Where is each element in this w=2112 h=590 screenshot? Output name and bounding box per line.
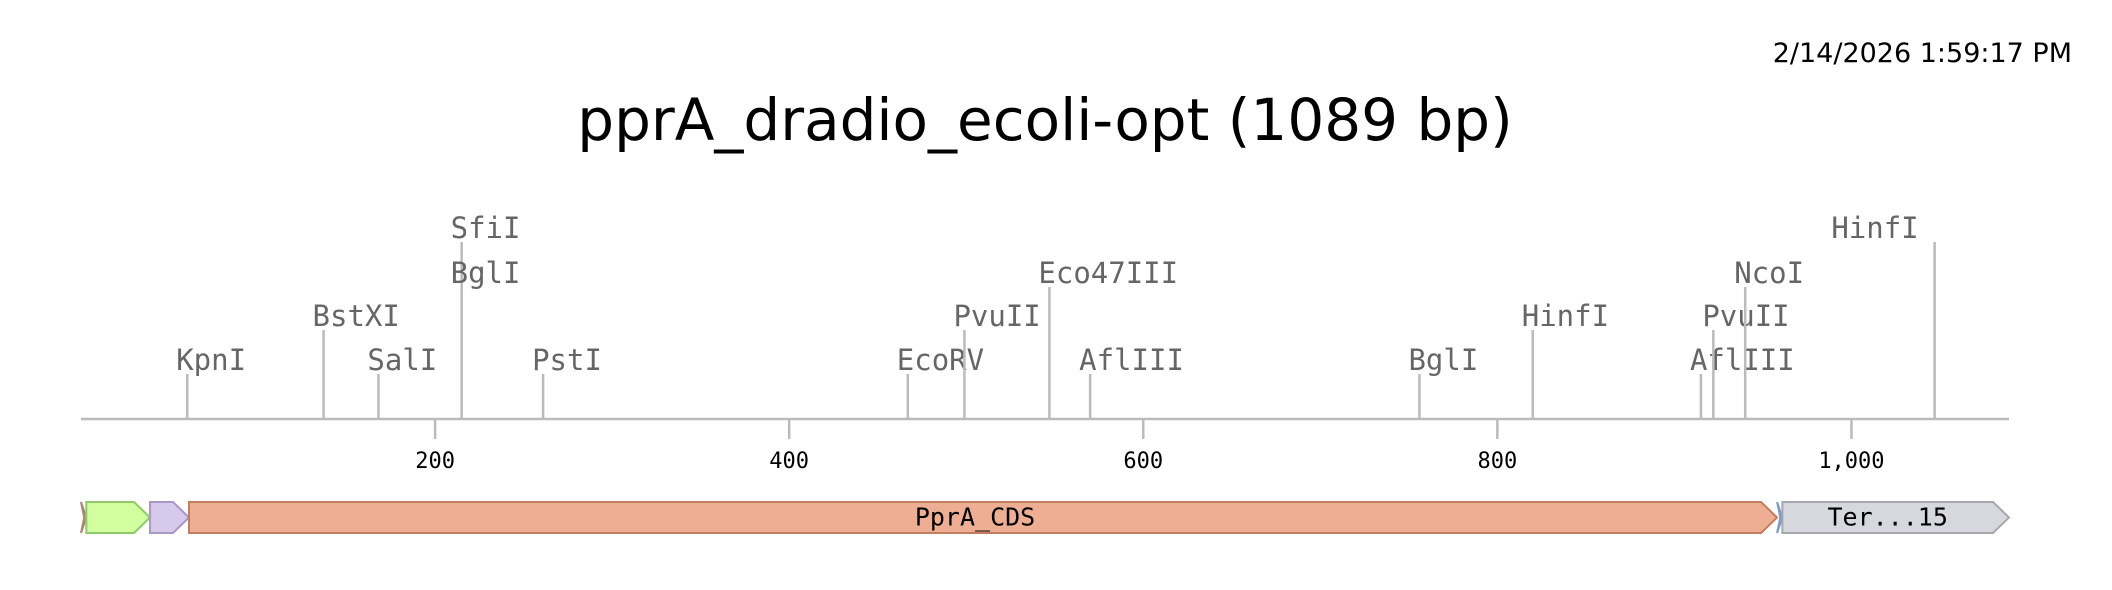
timestamp: 2/14/2026 1:59:17 PM <box>1772 38 2072 69</box>
feature-label: Ter...15 <box>1827 503 1947 532</box>
axis-tick-label: 800 <box>1477 449 1517 474</box>
cut-site-label: NcoI <box>1734 256 1804 290</box>
feature-label: PprA_CDS <box>915 503 1035 532</box>
feature-arrow <box>1781 501 2011 534</box>
axis-tick-label: 400 <box>769 449 809 474</box>
cut-site-label: BstXI <box>313 299 400 333</box>
cut-site-label: HinfI <box>1831 211 1918 245</box>
axis-tick-label: 600 <box>1123 449 1163 474</box>
axis-tick-label: 1,000 <box>1818 449 1884 474</box>
cut-site-label: HinfI <box>1522 299 1609 333</box>
cut-site-label: EcoRV <box>897 343 984 377</box>
cut-site-label: KpnI <box>176 343 246 377</box>
cut-site-label: AflIII <box>1079 343 1184 377</box>
cut-site-label: BglI <box>1408 343 1478 377</box>
cut-site-label: SfiI <box>451 211 521 245</box>
cut-site-label: Eco47III <box>1038 256 1178 290</box>
feature-arrow <box>85 501 152 534</box>
feature-arrow <box>187 501 1779 534</box>
cut-site-label: PstI <box>532 343 602 377</box>
map-title: pprA_dradio_ecoli-opt (1089 bp) <box>577 86 1513 154</box>
feature-arrow <box>1776 501 1784 534</box>
cut-site-label: AflIII <box>1690 343 1795 377</box>
feature-arrow <box>80 501 88 534</box>
feature-arrow <box>149 501 191 534</box>
cut-site-label: SalI <box>367 343 437 377</box>
cut-site-label: PvuII <box>953 299 1040 333</box>
axis-tick-label: 200 <box>415 449 455 474</box>
cut-site-label: BglI <box>451 256 521 290</box>
